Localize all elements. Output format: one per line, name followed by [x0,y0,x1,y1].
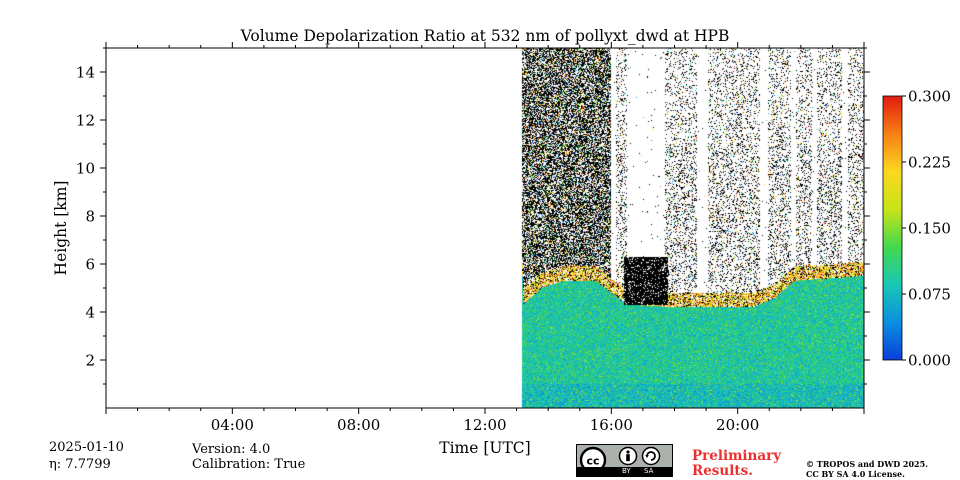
cc-by-text: BY [622,467,631,475]
colorbar-ticks: 0.000 0.075 0.150 0.225 0.300 [902,88,951,370]
copyright-line1: © TROPOS and DWD 2025. [806,459,928,469]
colorbar-tick-label: 0.075 [908,286,951,304]
colorbar-tick-label: 0.150 [908,220,951,238]
x-axis-label: Time [UTC] [439,439,530,457]
preliminary-notice-line1: Preliminary [692,448,782,464]
preliminary-notice-line2: Results. [692,463,753,479]
copyright-line2: CC BY SA 4.0 License. [806,469,905,479]
by-person-icon [618,446,638,466]
y-tick-label: 10 [76,160,95,178]
cc-license-badge: cc BY SA [576,444,673,477]
chart-title: Volume Depolarization Ratio at 532 nm of… [240,27,730,45]
svg-text:cc: cc [586,455,599,468]
axes: 04:00 08:00 12:00 16:00 20:00 2 4 6 8 10 12 14 [76,42,870,434]
colorbar [882,95,903,361]
x-tick-label: 08:00 [337,416,380,434]
cc-badge-bar: BY SA [577,467,672,476]
footer-calibration: Calibration: True [192,457,306,472]
heatmap-image [106,48,864,408]
y-tick-label: 12 [76,112,95,130]
x-tick-label: 16:00 [590,416,633,434]
footer-eta: η: 7.7799 [49,457,111,472]
y-tick-label: 14 [76,64,95,82]
footer-date: 2025-01-10 [49,440,124,455]
footer-version: Version: 4.0 [192,442,271,457]
share-alike-icon [641,446,661,466]
plot-area [106,48,864,408]
y-tick-label: 6 [85,256,95,274]
x-tick-label: 12:00 [463,416,506,434]
y-tick-label: 8 [85,208,95,226]
colorbar-tick-label: 0.300 [908,88,951,106]
y-axis-label: Height [km] [52,181,70,276]
y-tick-label: 4 [85,304,95,322]
cc-icon: cc [579,446,607,474]
y-tick-label: 2 [85,352,95,370]
x-tick-label: 20:00 [716,416,759,434]
cc-sa-text: SA [644,467,654,475]
colorbar-tick-label: 0.000 [908,352,951,370]
colorbar-tick-label: 0.225 [908,154,951,172]
x-tick-label: 04:00 [211,416,254,434]
